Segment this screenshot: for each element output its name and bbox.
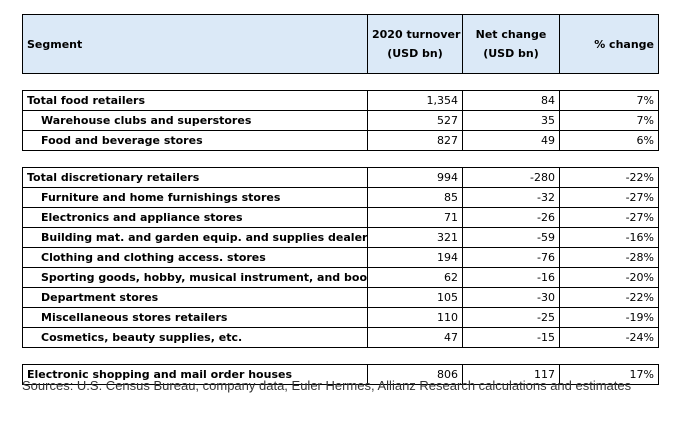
table-row: Electronics and appliance stores 71 -26 … <box>22 207 659 228</box>
header-net-change: Net change (USD bn) <box>462 14 560 74</box>
header-pct-change: % change <box>559 14 659 74</box>
table-row: Miscellaneous stores retailers 110 -25 -… <box>22 307 659 328</box>
table-header-row: Segment 2020 turnover (USD bn) Net change… <box>22 14 659 74</box>
header-turnover: 2020 turnover (USD bn) <box>367 14 463 74</box>
source-note: Sources: U.S. Census Bureau, company dat… <box>22 378 632 393</box>
header-segment: Segment <box>22 14 368 74</box>
table-row-total-food: Total food retailers 1,354 84 7% <box>22 90 659 111</box>
table-row: Building mat. and garden equip. and supp… <box>22 227 659 248</box>
retail-table: Segment 2020 turnover (USD bn) Net change… <box>22 14 659 385</box>
table-row: Department stores 105 -30 -22% <box>22 287 659 308</box>
table-row: Furniture and home furnishings stores 85… <box>22 187 659 208</box>
table-row: Sporting goods, hobby, musical instrumen… <box>22 267 659 288</box>
table-row: Clothing and clothing access. stores 194… <box>22 247 659 268</box>
table-row: Cosmetics, beauty supplies, etc. 47 -15 … <box>22 327 659 348</box>
table-row: Warehouse clubs and superstores 527 35 7… <box>22 110 659 131</box>
table-row-total-discretionary: Total discretionary retailers 994 -280 -… <box>22 167 659 188</box>
table-row-electronic-shopping: Electronic shopping and mail order house… <box>22 364 659 385</box>
table-row: Food and beverage stores 827 49 6% <box>22 130 659 151</box>
